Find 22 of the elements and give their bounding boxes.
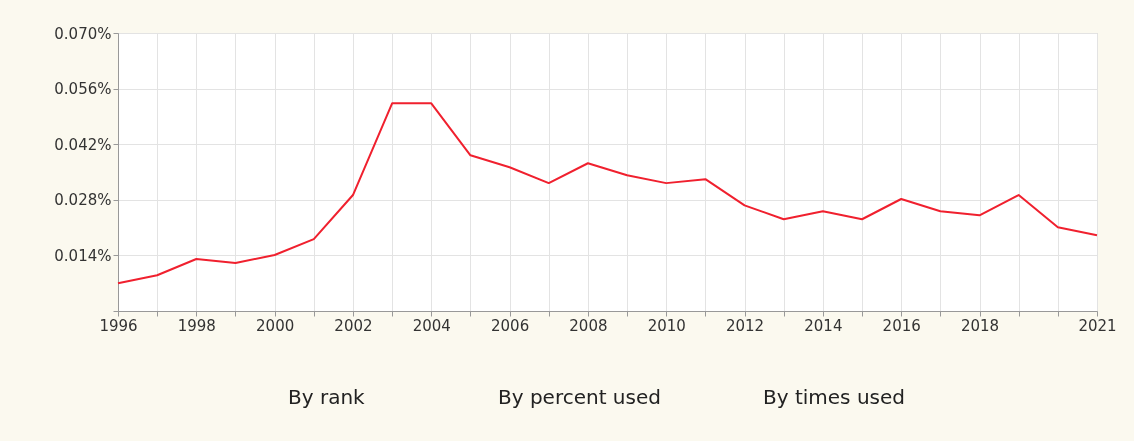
line-series xyxy=(117,102,1098,285)
y-tick-label: 0.014% xyxy=(54,246,112,265)
x-tick-label: 2010 xyxy=(647,316,686,335)
x-tick-label: 2002 xyxy=(334,316,373,335)
x-tick-label: 2008 xyxy=(569,316,608,335)
y-tick-label: 0.056% xyxy=(54,80,112,99)
x-tick-label: 2006 xyxy=(491,316,530,335)
x-tick-label: 1998 xyxy=(177,316,216,335)
y-tick-label: 0.028% xyxy=(54,191,112,210)
x-tick-label: 1996 xyxy=(99,316,138,335)
text: By times used xyxy=(763,385,905,409)
x-tick-label: 2018 xyxy=(960,316,1000,335)
x-tick-label: 2000 xyxy=(256,316,295,335)
text: By rank xyxy=(288,385,366,409)
x-tick-label: 2016 xyxy=(882,316,921,335)
x-tick-label: 2004 xyxy=(412,316,451,335)
y-tick-label: 0.042% xyxy=(54,135,112,154)
x-tick-label: 2012 xyxy=(725,316,765,335)
text: By percent used xyxy=(498,385,661,409)
x-tick-label: 2021 xyxy=(1078,316,1117,335)
y-tick-label: 0.070% xyxy=(54,24,112,43)
x-tick-label: 2014 xyxy=(804,316,843,335)
